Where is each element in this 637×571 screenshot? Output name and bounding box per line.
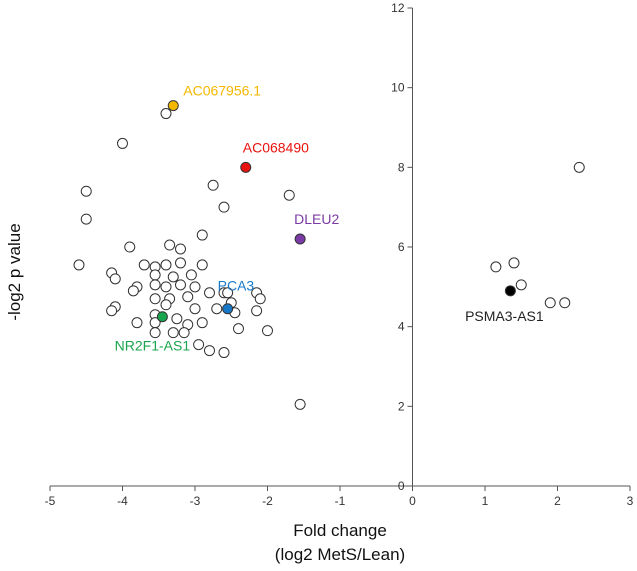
annotations: AC067956.1 AC068490 DLEU2 PCA3 NR2F1-AS1 PSMA… bbox=[115, 83, 544, 354]
data-point bbox=[218, 201, 230, 213]
data-point bbox=[262, 325, 273, 337]
data-point bbox=[251, 305, 263, 317]
gene-label: NR2F1-AS1 bbox=[115, 338, 191, 354]
data-point bbox=[131, 317, 143, 329]
data-point bbox=[175, 243, 186, 255]
data-point bbox=[149, 327, 161, 339]
data-point bbox=[167, 271, 179, 283]
data-point bbox=[490, 261, 502, 273]
data-point bbox=[254, 293, 266, 305]
x-axis-title-line1: Fold change bbox=[293, 521, 387, 540]
data-point bbox=[222, 287, 234, 299]
y-tick-label: 12 bbox=[391, 1, 405, 15]
highlighted-point bbox=[222, 303, 234, 315]
data-point bbox=[178, 327, 190, 339]
x-tick-label: -4 bbox=[117, 494, 128, 508]
data-point bbox=[559, 297, 571, 309]
data-point bbox=[196, 317, 208, 329]
highlighted-point bbox=[294, 233, 306, 245]
y-tick-label: 2 bbox=[398, 399, 405, 413]
highlighted-point bbox=[156, 311, 168, 323]
gene-label: DLEU2 bbox=[294, 211, 339, 227]
highlighted-point bbox=[167, 100, 179, 112]
data-point bbox=[80, 185, 92, 197]
data-point bbox=[544, 297, 556, 309]
data-point bbox=[160, 108, 172, 120]
data-point bbox=[294, 398, 306, 410]
data-point bbox=[204, 345, 215, 357]
data-point bbox=[124, 241, 136, 253]
data-point bbox=[109, 273, 121, 285]
data-point bbox=[193, 339, 205, 351]
data-point bbox=[283, 189, 295, 201]
data-point bbox=[185, 269, 197, 281]
data-point bbox=[138, 259, 150, 271]
highlighted-point bbox=[240, 161, 252, 173]
data-point bbox=[167, 327, 179, 339]
data-point bbox=[160, 299, 172, 311]
x-tick-label: 0 bbox=[409, 494, 416, 508]
data-point bbox=[182, 291, 194, 303]
data-point bbox=[573, 161, 585, 173]
data-point bbox=[207, 179, 219, 191]
gene-label: AC068490 bbox=[243, 139, 309, 155]
data-point bbox=[106, 305, 118, 317]
y-tick-label: 4 bbox=[398, 320, 405, 334]
x-tick-label: 1 bbox=[482, 494, 489, 508]
data-point bbox=[149, 269, 161, 281]
x-tick-label: 2 bbox=[554, 494, 561, 508]
gene-label: AC067956.1 bbox=[183, 83, 261, 99]
data-point bbox=[189, 281, 201, 293]
data-point bbox=[204, 287, 215, 299]
data-point bbox=[73, 259, 85, 271]
data-point bbox=[175, 279, 186, 291]
gene-label: PSMA3-AS1 bbox=[465, 308, 544, 324]
x-tick-label: -2 bbox=[262, 494, 273, 508]
data-points bbox=[73, 100, 585, 410]
data-point bbox=[175, 257, 186, 269]
highlighted-point bbox=[504, 285, 516, 297]
data-point bbox=[233, 323, 244, 335]
data-point bbox=[189, 303, 201, 315]
data-point bbox=[196, 259, 208, 271]
y-tick-label: 8 bbox=[398, 160, 405, 174]
y-tick-label: 10 bbox=[391, 81, 405, 95]
data-point bbox=[149, 293, 161, 305]
y-tick-label: 0 bbox=[398, 479, 405, 493]
data-point bbox=[160, 259, 172, 271]
data-point bbox=[160, 281, 172, 293]
data-point bbox=[80, 213, 92, 225]
data-point bbox=[515, 279, 527, 291]
x-tick-label: -1 bbox=[335, 494, 346, 508]
data-point bbox=[164, 239, 176, 251]
y-tick-label: 6 bbox=[398, 240, 405, 254]
x-tick-label: -3 bbox=[190, 494, 201, 508]
data-point bbox=[127, 285, 139, 297]
x-tick-label: -5 bbox=[45, 494, 56, 508]
data-point bbox=[149, 279, 161, 291]
data-point bbox=[508, 257, 520, 269]
data-point bbox=[218, 347, 230, 359]
data-point bbox=[196, 229, 208, 241]
x-axis-title-line2: (log2 MetS/Lean) bbox=[275, 545, 405, 564]
x-tick-label: 3 bbox=[627, 494, 634, 508]
data-point bbox=[211, 303, 223, 315]
y-axis-title: -log2 p value bbox=[5, 223, 24, 320]
gene-label: PCA3 bbox=[218, 278, 255, 294]
data-point bbox=[171, 313, 183, 325]
data-point bbox=[117, 137, 128, 149]
